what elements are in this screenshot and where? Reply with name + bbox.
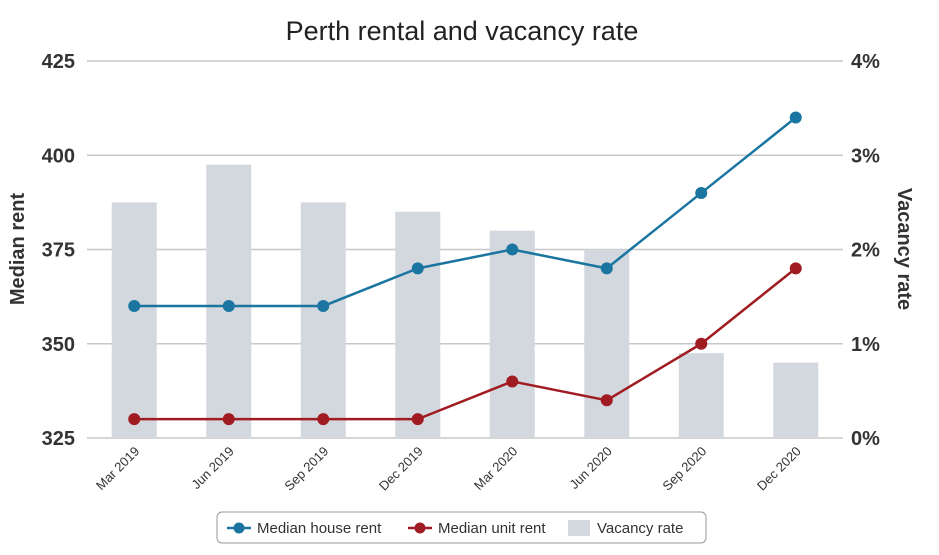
x-tick-label: Jun 2019 (188, 444, 236, 492)
median-unit-rent-point (222, 413, 235, 426)
legend-vacancy-rate-icon (568, 520, 590, 536)
legend-median-house-rent-marker (233, 522, 245, 534)
x-tick-label: Dec 2020 (754, 444, 804, 494)
median-unit-rent-point (506, 375, 519, 388)
left-axis-title: Median rent (7, 193, 29, 306)
x-tick-label: Sep 2019 (281, 444, 331, 494)
x-tick-label: Mar 2020 (471, 444, 520, 493)
vacancy-bar (584, 249, 630, 438)
median-unit-rent-point (317, 413, 330, 426)
vacancy-bar (678, 353, 724, 438)
right-tick-label: 3% (851, 145, 880, 167)
legend: Median house rent Median unit rent Vacancy… (216, 511, 707, 544)
left-axis-ticks: 325 350 375 400 425 (42, 51, 75, 450)
median-house-rent-point (600, 262, 613, 275)
gridlines (87, 60, 843, 439)
median-house-rent-line (134, 116, 797, 308)
right-tick-label: 2% (851, 240, 880, 262)
x-tick-label: Jun 2020 (566, 444, 614, 492)
left-tick-label: 400 (42, 145, 75, 167)
vacancy-bar (773, 362, 819, 438)
vacancy-bars (111, 164, 819, 439)
median-house-rent-point (789, 111, 802, 124)
median-house-rent-point (411, 262, 424, 275)
median-house-rent-point (222, 300, 235, 313)
legend-vacancy-rate-label: Vacancy rate (597, 520, 683, 537)
median-house-rent-point (695, 186, 708, 199)
x-tick-label: Mar 2019 (93, 444, 142, 493)
legend-median-unit-rent-marker (414, 522, 426, 534)
vacancy-bar (111, 202, 157, 438)
vacancy-bar (395, 211, 441, 438)
left-tick-label: 325 (42, 428, 75, 450)
median-unit-rent-point (600, 394, 613, 407)
median-unit-rent-point (789, 262, 802, 275)
vacancy-bar (300, 202, 346, 438)
right-tick-label: 1% (851, 334, 880, 356)
right-axis-ticks: 0% 1% 2% 3% 4% (851, 51, 880, 450)
median-house-rent-point (317, 300, 330, 313)
rent-lines (134, 116, 797, 421)
legend-median-unit-rent-label: Median unit rent (438, 520, 546, 537)
median-unit-rent-line (134, 267, 797, 421)
vacancy-bar (489, 230, 535, 438)
chart-title: Perth rental and vacancy rate (286, 16, 639, 46)
x-axis-ticks: Mar 2019 Jun 2019 Sep 2019 Dec 2019 Mar 2020… (93, 444, 804, 494)
median-unit-rent-point (411, 413, 424, 426)
median-unit-rent-point (128, 413, 141, 426)
median-house-rent-point (128, 300, 141, 313)
median-house-rent-point (506, 243, 519, 256)
right-axis-title: Vacancy rate (893, 188, 915, 310)
rent-points (128, 111, 802, 426)
left-tick-label: 350 (42, 334, 75, 356)
right-tick-label: 4% (851, 51, 880, 73)
left-tick-label: 425 (42, 51, 75, 73)
x-tick-label: Sep 2020 (659, 444, 709, 494)
left-tick-label: 375 (42, 240, 75, 262)
right-tick-label: 0% (851, 428, 880, 450)
legend-median-house-rent-label: Median house rent (257, 520, 382, 537)
median-unit-rent-point (695, 337, 708, 350)
x-tick-label: Dec 2019 (376, 444, 426, 494)
